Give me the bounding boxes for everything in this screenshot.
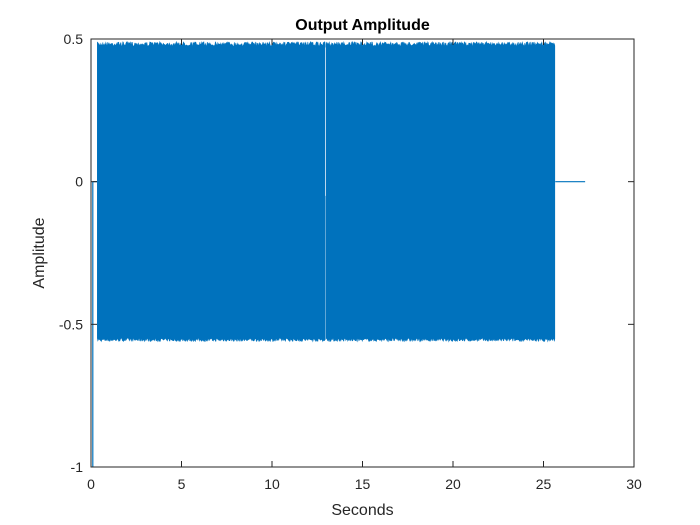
y-tick-label: 0.5	[64, 31, 84, 47]
tick-layer: 0 5 10 15 20 25 30 -1 -0.5 0 0.5	[59, 31, 642, 492]
x-tick-label: 5	[178, 476, 186, 492]
x-tick-label: 25	[536, 476, 552, 492]
chart-title: Output Amplitude	[295, 17, 430, 34]
x-tick-label: 15	[355, 476, 371, 492]
x-tick-label: 30	[626, 476, 642, 492]
x-tick-label: 20	[445, 476, 461, 492]
y-tick-label: 0	[75, 174, 83, 190]
x-tick-label: 10	[264, 476, 280, 492]
series-oscillation-band	[97, 40, 326, 343]
y-axis-label: Amplitude	[31, 217, 48, 288]
x-axis-label: Seconds	[331, 502, 393, 519]
y-tick-label: -1	[71, 459, 84, 475]
series-oscillation-band	[326, 40, 556, 343]
x-tick-label: 0	[87, 476, 95, 492]
plot-layer	[92, 40, 586, 467]
y-tick-label: -0.5	[59, 316, 83, 332]
